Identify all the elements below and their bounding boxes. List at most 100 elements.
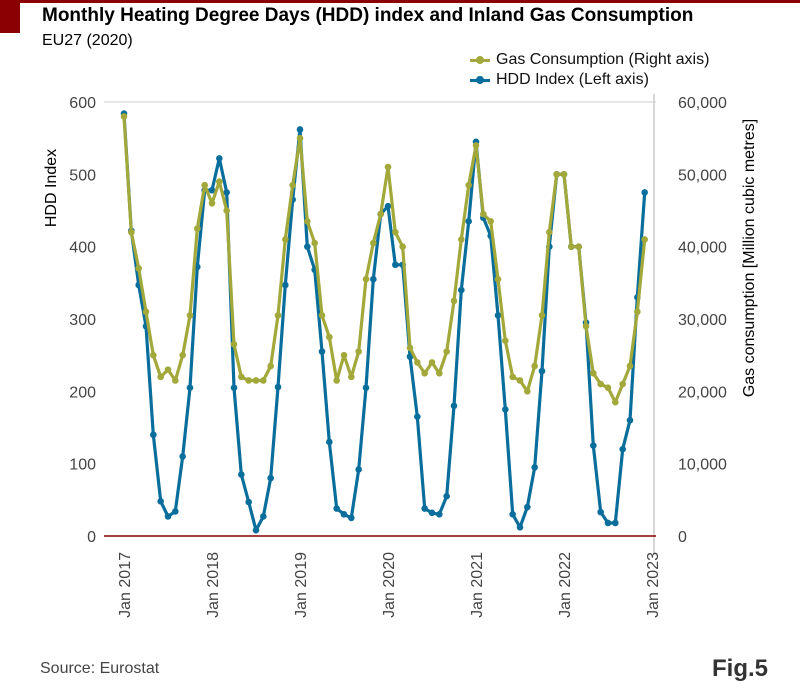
gas-point [538, 312, 546, 319]
hdd-point [223, 189, 230, 196]
gas-point [443, 348, 450, 355]
legend-label-gas: Gas Consumption (Right axis) [496, 51, 710, 68]
gas-point [516, 377, 524, 384]
gas-point [634, 308, 641, 316]
source-note: Source: Eurostat [40, 660, 160, 677]
gas-point [641, 236, 648, 243]
brand-top-line [0, 0, 800, 3]
hdd-point [230, 384, 238, 392]
hdd-point [216, 155, 223, 162]
gas-point [245, 377, 252, 384]
hdd-point [516, 524, 524, 531]
gas-point [172, 377, 179, 384]
hdd-point [304, 243, 311, 250]
left-tick-label: 0 [87, 529, 96, 546]
hdd-point [296, 126, 304, 133]
hdd-point [267, 474, 274, 482]
chart-subtitle: EU27 (2020) [42, 32, 133, 49]
gas-point [458, 236, 465, 243]
hdd-point [362, 384, 370, 392]
hdd-point [186, 384, 194, 392]
gas-point [267, 362, 274, 370]
left-tick-label: 300 [69, 312, 96, 329]
hdd-point [355, 466, 362, 473]
right-tick-label: 40,000 [678, 240, 727, 257]
gas-point [399, 243, 406, 250]
gas-point [465, 181, 472, 189]
gas-point [260, 377, 267, 384]
hdd-point [238, 471, 245, 478]
hdd-point [150, 431, 157, 439]
left-tick-label: 400 [69, 240, 96, 257]
right-tick-label: 60,000 [678, 95, 727, 112]
gas-point [296, 134, 304, 142]
gas-point [274, 312, 282, 319]
gas-point [370, 239, 377, 247]
hdd-point [641, 189, 648, 196]
x-tick-label: Jan 2018 [205, 552, 222, 618]
hdd-point [450, 402, 458, 410]
hdd-point [626, 416, 634, 424]
gas-point [421, 369, 428, 377]
x-tick-label: Jan 2020 [381, 552, 398, 618]
hdd-point [157, 497, 164, 505]
gas-point [142, 308, 150, 316]
right-tick-label: 20,000 [678, 384, 727, 401]
hdd-point [597, 508, 604, 516]
gas-point [575, 243, 582, 250]
gas-point [340, 351, 348, 359]
left-axis-ticks: 0 100 200 300 400 500 600 [69, 95, 96, 546]
hdd-point [282, 281, 289, 289]
left-axis-label: HDD Index [43, 149, 60, 227]
left-tick-label: 100 [69, 457, 96, 474]
gas-point [377, 210, 384, 218]
gas-point [282, 236, 289, 243]
gas-point [612, 398, 619, 406]
legend-item-gas[interactable]: Gas Consumption (Right axis) [470, 50, 709, 70]
gas-point [597, 380, 604, 388]
gas-point [150, 351, 157, 359]
gas-point [436, 369, 443, 377]
brand-corner-mark [0, 0, 20, 33]
gas-point [289, 181, 296, 189]
gas-point [238, 373, 245, 381]
series-group [120, 110, 648, 534]
hdd-point [384, 202, 392, 210]
x-tick-label: Jan 2022 [557, 552, 574, 618]
hdd-point [260, 513, 267, 520]
hdd-point [428, 509, 436, 517]
right-tick-label: 10,000 [678, 457, 727, 474]
gas-point [560, 171, 568, 178]
hdd-point [348, 514, 355, 522]
hdd-point [164, 513, 172, 520]
gas-point [326, 333, 333, 341]
legend: Gas Consumption (Right axis) HDD Index (… [470, 50, 709, 90]
legend-hdd-marker-icon [470, 74, 490, 86]
x-tick-label: Jan 2019 [293, 552, 310, 618]
hdd-point [252, 526, 260, 534]
legend-item-hdd[interactable]: HDD Index (Left axis) [470, 70, 709, 90]
gas-point [626, 362, 634, 370]
right-axis-ticks: 0 10,000 20,000 30,000 40,000 50,000 60,000 [678, 95, 727, 546]
hdd-point [414, 413, 421, 420]
hdd-point [465, 218, 472, 225]
left-tick-label: 500 [69, 167, 96, 184]
right-axis-label: Gas consumption [Million cubic metres] [741, 119, 758, 397]
hdd-point [619, 445, 626, 453]
gridlines [104, 94, 656, 554]
legend-label-hdd: HDD Index (Left axis) [496, 71, 649, 88]
gas-point [524, 388, 531, 395]
legend-gas-marker-icon [470, 54, 490, 66]
hdd-point [179, 453, 186, 460]
hdd-point [392, 261, 399, 269]
gas-point [480, 210, 487, 218]
hdd-point [494, 312, 502, 319]
gas-point [223, 207, 230, 214]
hdd-point [370, 275, 377, 283]
gas-point [392, 228, 399, 236]
gas-point [546, 228, 553, 236]
gas-point [128, 228, 135, 236]
hdd-point [612, 519, 619, 527]
hdd-point [318, 348, 326, 355]
gas-point [186, 312, 194, 319]
